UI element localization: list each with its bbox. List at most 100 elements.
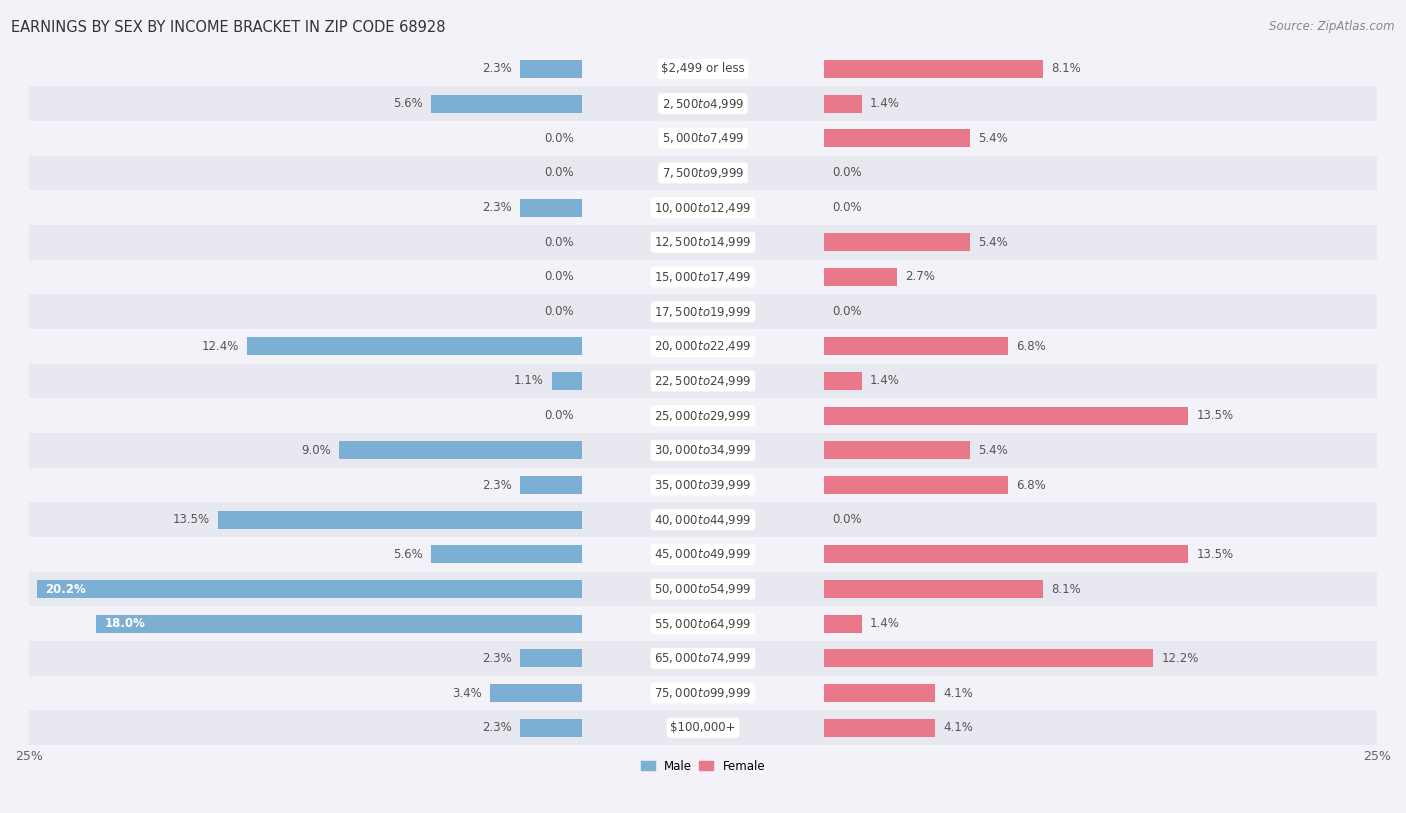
Bar (824, 94, 862, 113)
Text: $25,000 to $29,999: $25,000 to $29,999 (654, 409, 752, 423)
Text: 2.3%: 2.3% (482, 652, 512, 665)
Text: 0.0%: 0.0% (544, 305, 574, 318)
Bar (520, 719, 582, 737)
Bar (824, 546, 1188, 563)
Bar (553, 372, 582, 390)
Text: 0.0%: 0.0% (544, 271, 574, 284)
Text: $55,000 to $64,999: $55,000 to $64,999 (654, 617, 752, 631)
Text: $100,000+: $100,000+ (671, 721, 735, 734)
Text: 0.0%: 0.0% (832, 201, 862, 214)
Bar (520, 476, 582, 494)
Bar (824, 650, 1153, 667)
Text: $35,000 to $39,999: $35,000 to $39,999 (654, 478, 752, 492)
Text: 12.4%: 12.4% (202, 340, 239, 353)
Text: $7,500 to $9,999: $7,500 to $9,999 (662, 166, 744, 180)
Bar (430, 94, 582, 113)
Text: $12,500 to $14,999: $12,500 to $14,999 (654, 235, 752, 250)
Bar (824, 406, 1188, 424)
Bar (824, 372, 862, 390)
Bar (247, 337, 582, 355)
Bar (824, 60, 1043, 78)
Text: 20.2%: 20.2% (45, 583, 86, 596)
Text: 5.4%: 5.4% (979, 444, 1008, 457)
Bar (30, 190, 1376, 225)
Bar (30, 641, 1376, 676)
Text: 4.1%: 4.1% (943, 721, 973, 734)
Text: $2,500 to $4,999: $2,500 to $4,999 (662, 97, 744, 111)
Bar (30, 606, 1376, 641)
Bar (30, 363, 1376, 398)
Text: $75,000 to $99,999: $75,000 to $99,999 (654, 686, 752, 700)
Bar (824, 233, 970, 251)
Text: 3.4%: 3.4% (453, 686, 482, 699)
Bar (37, 580, 582, 598)
Text: 5.6%: 5.6% (392, 97, 423, 110)
Text: 8.1%: 8.1% (1050, 63, 1081, 76)
Text: 2.3%: 2.3% (482, 479, 512, 492)
Bar (30, 433, 1376, 467)
Legend: Male, Female: Male, Female (636, 755, 770, 777)
Text: 5.4%: 5.4% (979, 236, 1008, 249)
Text: 0.0%: 0.0% (832, 513, 862, 526)
Bar (824, 615, 862, 633)
Text: $22,500 to $24,999: $22,500 to $24,999 (654, 374, 752, 388)
Text: $40,000 to $44,999: $40,000 to $44,999 (654, 513, 752, 527)
Text: $17,500 to $19,999: $17,500 to $19,999 (654, 305, 752, 319)
Text: 0.0%: 0.0% (832, 167, 862, 180)
Text: 6.8%: 6.8% (1015, 479, 1046, 492)
Text: 5.6%: 5.6% (392, 548, 423, 561)
Text: 8.1%: 8.1% (1050, 583, 1081, 596)
Text: 13.5%: 13.5% (1197, 409, 1233, 422)
Text: $20,000 to $22,499: $20,000 to $22,499 (654, 339, 752, 354)
Text: $2,499 or less: $2,499 or less (661, 63, 745, 76)
Text: 0.0%: 0.0% (832, 305, 862, 318)
Text: 6.8%: 6.8% (1015, 340, 1046, 353)
Bar (824, 268, 897, 286)
Text: 2.3%: 2.3% (482, 721, 512, 734)
Text: $65,000 to $74,999: $65,000 to $74,999 (654, 651, 752, 665)
Text: 0.0%: 0.0% (544, 409, 574, 422)
Bar (30, 329, 1376, 363)
Bar (30, 398, 1376, 433)
Text: EARNINGS BY SEX BY INCOME BRACKET IN ZIP CODE 68928: EARNINGS BY SEX BY INCOME BRACKET IN ZIP… (11, 20, 446, 35)
Bar (824, 580, 1043, 598)
Bar (30, 155, 1376, 190)
Text: 18.0%: 18.0% (104, 617, 145, 630)
Bar (824, 441, 970, 459)
Text: 2.3%: 2.3% (482, 201, 512, 214)
Bar (30, 225, 1376, 259)
Bar (520, 198, 582, 216)
Text: 1.4%: 1.4% (870, 617, 900, 630)
Text: Source: ZipAtlas.com: Source: ZipAtlas.com (1270, 20, 1395, 33)
Bar (30, 121, 1376, 155)
Text: 5.4%: 5.4% (979, 132, 1008, 145)
Bar (97, 615, 582, 633)
Bar (30, 86, 1376, 121)
Bar (824, 337, 1008, 355)
Text: $30,000 to $34,999: $30,000 to $34,999 (654, 443, 752, 458)
Text: $50,000 to $54,999: $50,000 to $54,999 (654, 582, 752, 596)
Bar (520, 60, 582, 78)
Bar (30, 676, 1376, 711)
Bar (30, 711, 1376, 745)
Text: 0.0%: 0.0% (544, 132, 574, 145)
Bar (30, 537, 1376, 572)
Bar (339, 441, 582, 459)
Bar (491, 684, 582, 702)
Text: 2.3%: 2.3% (482, 63, 512, 76)
Bar (218, 511, 582, 528)
Text: 0.0%: 0.0% (544, 236, 574, 249)
Bar (824, 476, 1008, 494)
Bar (30, 502, 1376, 537)
Text: $5,000 to $7,499: $5,000 to $7,499 (662, 131, 744, 146)
Text: 1.1%: 1.1% (515, 375, 544, 388)
Bar (430, 546, 582, 563)
Text: $10,000 to $12,499: $10,000 to $12,499 (654, 201, 752, 215)
Bar (30, 259, 1376, 294)
Bar (30, 467, 1376, 502)
Text: 12.2%: 12.2% (1161, 652, 1199, 665)
Bar (30, 51, 1376, 86)
Text: 9.0%: 9.0% (301, 444, 330, 457)
Text: 2.7%: 2.7% (905, 271, 935, 284)
Text: 0.0%: 0.0% (544, 167, 574, 180)
